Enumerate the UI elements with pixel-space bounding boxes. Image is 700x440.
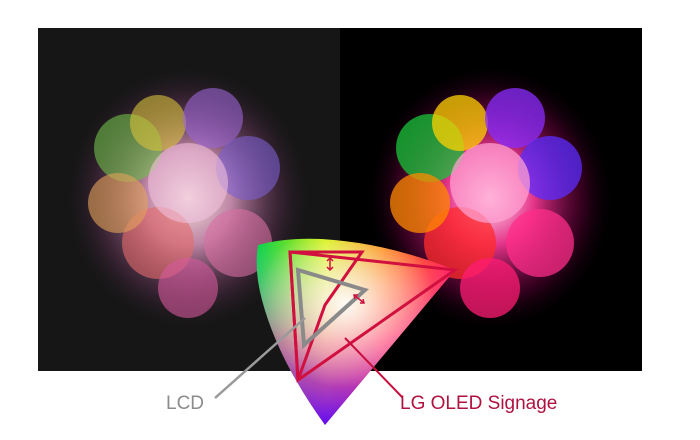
lcd-image-panel — [38, 28, 340, 371]
lcd-color-explosion-image — [63, 63, 313, 333]
oled-signage-label: LG OLED Signage — [400, 393, 558, 414]
oled-image-panel — [340, 28, 642, 371]
lcd-label: LCD — [166, 393, 205, 414]
oled-color-explosion-image — [365, 63, 615, 333]
